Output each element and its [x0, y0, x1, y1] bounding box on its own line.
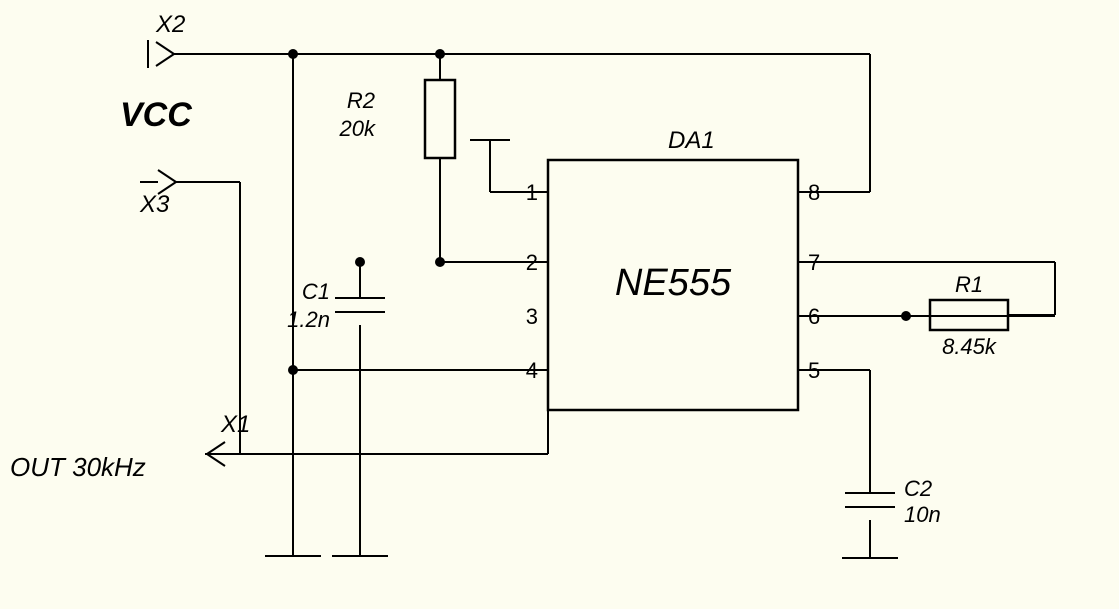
junction-node — [901, 311, 911, 321]
schematic-canvas: NE555 DA1 1 2 3 4 8 7 6 5 R2 20k R1 8.45k C1 1.2n C210n X… — [0, 0, 1119, 609]
ic-pin-3: 3 — [526, 304, 538, 329]
c1-val: 1.2n — [287, 307, 330, 332]
junction-node — [288, 49, 298, 59]
out-label: OUT 30kHz — [10, 452, 146, 482]
r2-val: 20k — [339, 116, 376, 141]
port-x2-label: X2 — [155, 11, 185, 38]
ic-pin-6: 6 — [808, 304, 820, 329]
ic-ref-label: DA1 — [668, 127, 715, 154]
ic-pin-5: 5 — [808, 358, 820, 383]
ic-pin-7: 7 — [808, 250, 820, 275]
junction-node — [355, 257, 365, 267]
c2-ref: C2 — [904, 476, 932, 501]
vcc-label: VCC — [120, 96, 192, 134]
r1-ref: R1 — [955, 272, 983, 297]
c1-ref: C1 — [302, 279, 330, 304]
ic-pin-2: 2 — [526, 250, 538, 275]
port-x1-label: X1 — [220, 411, 250, 438]
ic-pin-8: 8 — [808, 180, 820, 205]
junction-node — [435, 49, 445, 59]
port-x3-label: X3 — [139, 191, 170, 218]
r1-val: 8.45k — [942, 334, 997, 359]
resistor-r2 — [425, 80, 455, 158]
junction-node — [435, 257, 445, 267]
junction-node — [288, 365, 298, 375]
r2-ref: R2 — [347, 88, 375, 113]
ic-pin-1: 1 — [526, 180, 538, 205]
c2-val: 10n — [904, 502, 941, 527]
ic-part-label: NE555 — [615, 262, 732, 304]
ic-pin-4: 4 — [526, 358, 538, 383]
